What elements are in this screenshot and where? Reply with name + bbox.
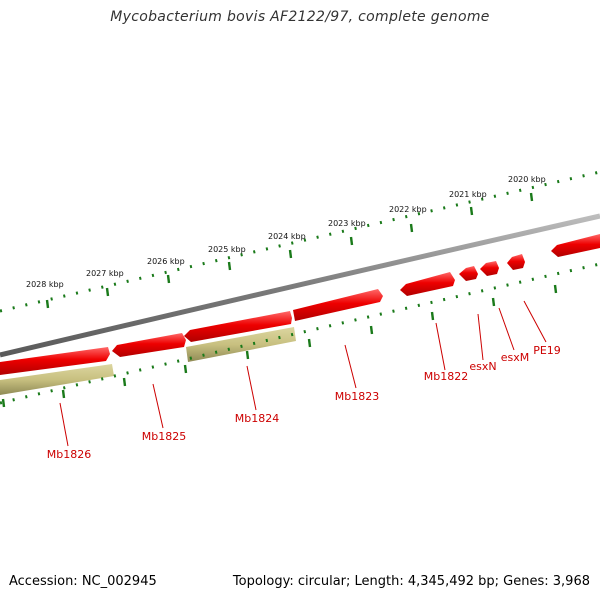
inner-major-tick (369, 325, 374, 335)
gene-label: Mb1823 (335, 390, 379, 403)
outer-major-tick (166, 274, 171, 284)
gene-arrows (0, 234, 600, 375)
inner-major-tick (553, 284, 558, 294)
gene-label-leader (246, 365, 257, 411)
inner-major-tick (61, 389, 66, 399)
gene-arrow-mb1824 (184, 311, 292, 342)
inner-major-ticks (1, 284, 558, 408)
gene-label-leader (523, 300, 547, 343)
gene-arrow-esxn (459, 266, 478, 281)
gene-arrow-mb1823 (293, 289, 383, 321)
kbp-label: 2025 kbp (208, 245, 246, 254)
gene-label-leader (59, 402, 69, 447)
accession-text: Accession: NC_002945 (9, 574, 157, 589)
kbp-label: 2024 kbp (268, 232, 306, 241)
inner-major-tick (430, 311, 435, 321)
genome-summary-text: Topology: circular; Length: 4,345,492 bp… (232, 574, 590, 589)
gene-arrow-mb1822 (400, 272, 455, 296)
kbp-label: 2023 kbp (328, 219, 366, 228)
gene-label-leader (152, 383, 164, 429)
gene-arrow-right-edge (551, 234, 600, 257)
gene-arrow-esxm (480, 261, 499, 276)
map-title: Mycobacterium bovis AF2122/97, complete … (110, 9, 490, 25)
gene-arrow-pe19 (507, 254, 525, 270)
gene-label-leader (498, 307, 515, 351)
outer-major-tick (288, 249, 293, 259)
kbp-label: 2021 kbp (449, 190, 487, 199)
gene-label: Mb1824 (235, 412, 279, 425)
outer-major-tick (469, 206, 474, 216)
kbp-label: 2026 kbp (147, 257, 185, 266)
inner-major-tick (183, 364, 188, 374)
cds-block-mb1824 (186, 327, 296, 362)
outer-major-tick (409, 223, 414, 233)
inner-major-tick (122, 377, 127, 387)
outer-major-tick (105, 287, 110, 297)
gene-label: esxM (501, 351, 530, 364)
outer-major-tick (529, 192, 534, 202)
inner-ruler (0, 262, 600, 408)
genome-backbone (0, 213, 600, 358)
outer-major-tick (227, 261, 232, 271)
kbp-labels: 2028 kbp 2027 kbp 2026 kbp 2025 kbp 2024 kbp… (26, 175, 546, 289)
gene-label: PE19 (533, 344, 561, 357)
kbp-label: 2028 kbp (26, 280, 64, 289)
kbp-label: 2020 kbp (508, 175, 546, 184)
gene-label: Mb1826 (47, 448, 91, 461)
outer-major-tick (45, 299, 50, 309)
gene-label-leader (477, 313, 484, 361)
cds-block-mb1826 (0, 364, 114, 395)
inner-major-tick (307, 338, 312, 348)
outer-major-tick (349, 236, 354, 246)
inner-major-tick (491, 297, 496, 307)
gene-label-leader (344, 344, 357, 389)
gene-label: Mb1825 (142, 430, 186, 443)
cds-blocks (0, 327, 296, 395)
outer-major-ticks (45, 192, 534, 309)
outer-ruler: 2028 kbp 2027 kbp 2026 kbp 2025 kbp 2024 kbp… (0, 170, 600, 313)
gene-arrow-mb1826 (0, 347, 110, 375)
gene-label-leader (435, 322, 446, 371)
kbp-label: 2022 kbp (389, 205, 427, 214)
outer-ruler-dots (0, 170, 600, 313)
gene-label: Mb1822 (424, 370, 468, 383)
kbp-label: 2027 kbp (86, 269, 124, 278)
gene-arrow-mb1825 (112, 333, 186, 357)
inner-major-tick (245, 350, 250, 360)
gene-label: esxN (469, 360, 496, 373)
inner-major-tick (1, 398, 6, 408)
